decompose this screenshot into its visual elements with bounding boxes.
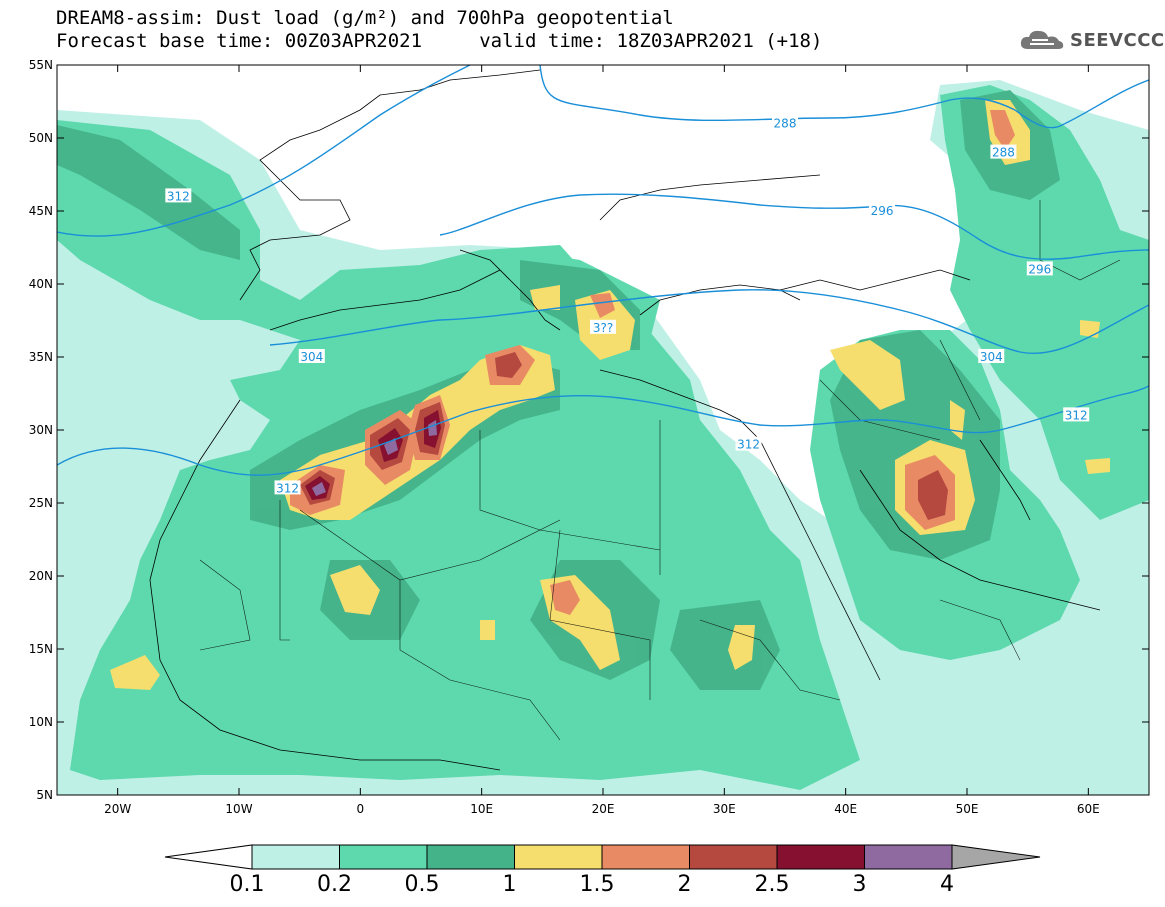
- colorbar-label: 0.1: [230, 872, 265, 897]
- colorbar-label: 2: [678, 872, 692, 897]
- colorbar-label: 2.5: [755, 872, 790, 897]
- lat-tick-label: 15N: [29, 642, 53, 656]
- colorbar-label: 4: [940, 872, 954, 897]
- colorbar-segment: [601, 844, 690, 870]
- lon-tick-label: 0: [357, 802, 365, 816]
- contour-label: 304: [300, 350, 323, 364]
- lon-tick-label: 50E: [956, 802, 979, 816]
- colorbar-segment: [864, 844, 953, 870]
- lon-tick-label: 60E: [1077, 802, 1100, 816]
- lon-tick-label: 20E: [592, 802, 615, 816]
- contour-label: 304: [980, 350, 1003, 364]
- colorbar-segment: [251, 844, 340, 870]
- colorbar-label: 0.2: [317, 872, 352, 897]
- contour-label: 296: [1028, 262, 1051, 276]
- contour-label: 312: [167, 189, 190, 203]
- contour-label: 312: [737, 438, 760, 452]
- dust-layer-purple: [312, 420, 437, 496]
- contour-label: 296: [871, 204, 894, 218]
- seevccc-logo: SEEVCCC: [1018, 27, 1165, 53]
- contour-label: 312: [276, 481, 299, 495]
- coastlines: [149, 69, 1101, 771]
- colorbar-segment: [339, 844, 428, 870]
- lat-tick-label: 45N: [29, 204, 53, 218]
- lat-tick-label: 35N: [29, 350, 53, 364]
- map-title: DREAM8-assim: Dust load (g/m²) and 700hP…: [56, 7, 674, 29]
- map-area: [57, 65, 1149, 795]
- colorbar: 0.1 0.2 0.5 1 1.5 2 2.5 3 4: [164, 844, 1041, 897]
- contour-label: 312: [1065, 408, 1088, 422]
- cloud-icon: [1020, 30, 1064, 49]
- colorbar-label: 0.5: [405, 872, 440, 897]
- lat-tick-label: 25N: [29, 496, 53, 510]
- lat-tick-label: 30N: [29, 423, 53, 437]
- lon-tick-label: 10E: [470, 802, 493, 816]
- lat-tick-label: 50N: [29, 131, 53, 145]
- axis-ticks: 55N 50N 45N 40N 35N 30N 25N 20N 15N 10N 5N 20W 10W 0 1…: [29, 58, 1149, 816]
- colorbar-label: 3: [853, 872, 867, 897]
- lat-tick-label: 20N: [29, 569, 53, 583]
- lon-tick-label: 30E: [713, 802, 736, 816]
- colorbar-segment: [426, 844, 515, 870]
- lat-tick-label: 40N: [29, 277, 53, 291]
- lat-tick-label: 10N: [29, 715, 53, 729]
- lat-tick-label: 55N: [29, 58, 53, 72]
- lat-tick-label: 5N: [36, 788, 53, 802]
- colorbar-label: 1: [503, 872, 517, 897]
- contour-labels: 312 288 296 288 296 304 304 3?? 312 312 312: [165, 115, 1090, 495]
- geopotential-contours: [57, 65, 1149, 476]
- logo-text: SEEVCCC: [1070, 29, 1165, 51]
- lon-tick-label: 10W: [225, 802, 252, 816]
- colorbar-under-triangle: [164, 844, 253, 870]
- country-borders: [199, 200, 1121, 741]
- colorbar-label: 1.5: [580, 872, 615, 897]
- map-subtitle: Forecast base time: 00Z03APR2021 valid t…: [56, 30, 823, 52]
- contour-label: 288: [774, 116, 797, 130]
- lon-tick-label: 20W: [104, 802, 131, 816]
- colorbar-segment: [776, 844, 865, 870]
- contour-label: 288: [992, 146, 1015, 160]
- colorbar-over-triangle: [951, 844, 1041, 870]
- lon-tick-label: 40E: [834, 802, 857, 816]
- colorbar-segment: [689, 844, 778, 870]
- colorbar-segment: [514, 844, 603, 870]
- contour-label: 3??: [593, 321, 613, 335]
